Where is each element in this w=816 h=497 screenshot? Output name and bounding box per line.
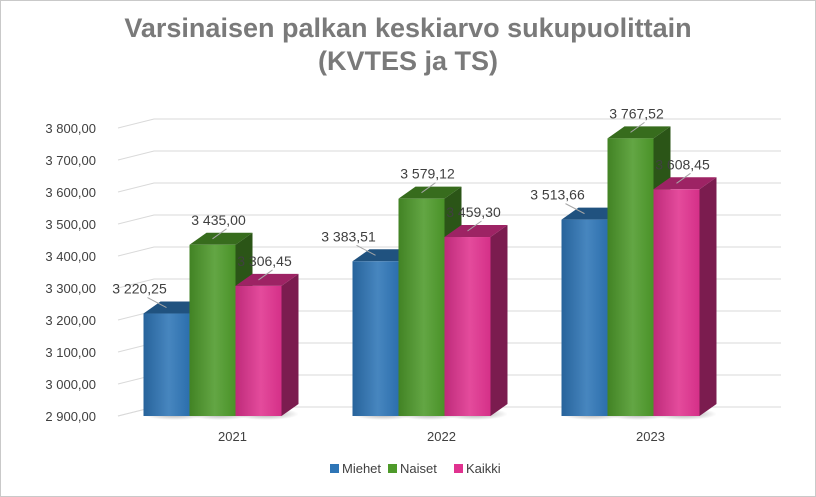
chart-title: Varsinaisen palkan keskiarvo sukupuolitt… <box>0 12 816 78</box>
data-label: 3 767,52 <box>609 105 664 121</box>
gridline <box>117 150 781 161</box>
legend-swatch <box>330 464 339 473</box>
y-tick-label: 3 500,00 <box>45 217 96 232</box>
legend-item-kaikki: Kaikki <box>454 461 501 476</box>
x-tick-label: 2021 <box>218 429 247 444</box>
y-tick-label: 3 100,00 <box>45 345 96 360</box>
data-label: 3 306,45 <box>237 253 292 269</box>
label-leader <box>630 121 645 133</box>
label-leader <box>565 203 585 215</box>
x-tick-label: 2023 <box>636 429 665 444</box>
y-tick-label: 3 000,00 <box>45 377 96 392</box>
chart-title-line2: (KVTES ja TS) <box>317 46 499 76</box>
legend-item-miehet: Miehet <box>330 461 381 476</box>
data-labels: 3 220,25 3 435,00 3 306,45 3 383,51 3 579,12… <box>112 105 710 308</box>
legend-swatch <box>388 464 397 473</box>
label-leader <box>421 182 436 194</box>
data-label: 3 459,30 <box>446 204 501 220</box>
label-leader <box>467 220 482 232</box>
y-axis-ticks: 2 900,00 3 000,00 3 100,00 3 200,00 3 300,00… <box>45 121 96 424</box>
label-leader <box>676 172 691 184</box>
label-leader <box>147 297 167 308</box>
x-axis-ticks: 2021 2022 2023 <box>218 429 665 444</box>
data-label: 3 383,51 <box>321 228 376 244</box>
y-tick-label: 3 800,00 <box>45 121 96 136</box>
data-label: 3 579,12 <box>400 166 455 182</box>
gridline <box>117 118 781 129</box>
legend-label: Naiset <box>400 461 437 476</box>
y-tick-label: 3 400,00 <box>45 249 96 264</box>
bar-kaikki-2022 <box>444 225 508 416</box>
legend-item-naiset: Naiset <box>388 461 437 476</box>
y-tick-label: 3 200,00 <box>45 313 96 328</box>
data-label: 3 220,25 <box>112 281 167 297</box>
y-tick-label: 3 700,00 <box>45 153 96 168</box>
y-tick-label: 2 900,00 <box>45 409 96 424</box>
label-leader <box>212 228 227 240</box>
label-leader <box>258 269 273 281</box>
gridline <box>117 182 781 193</box>
bar-kaikki-2021 <box>235 273 299 416</box>
bar-kaikki-2023 <box>653 177 717 416</box>
x-tick-label: 2022 <box>427 429 456 444</box>
legend-swatch <box>454 464 463 473</box>
data-label: 3 435,00 <box>191 212 246 228</box>
y-tick-label: 3 600,00 <box>45 185 96 200</box>
legend: Miehet Naiset Kaikki <box>330 461 501 476</box>
label-leader <box>356 244 376 256</box>
data-label: 3 513,66 <box>530 187 585 203</box>
chart-title-line1: Varsinaisen palkan keskiarvo sukupuolitt… <box>124 13 692 43</box>
legend-label: Kaikki <box>466 461 501 476</box>
legend-label: Miehet <box>342 461 381 476</box>
y-tick-label: 3 300,00 <box>45 281 96 296</box>
bars <box>143 126 717 416</box>
data-label: 3 608,45 <box>655 156 710 172</box>
